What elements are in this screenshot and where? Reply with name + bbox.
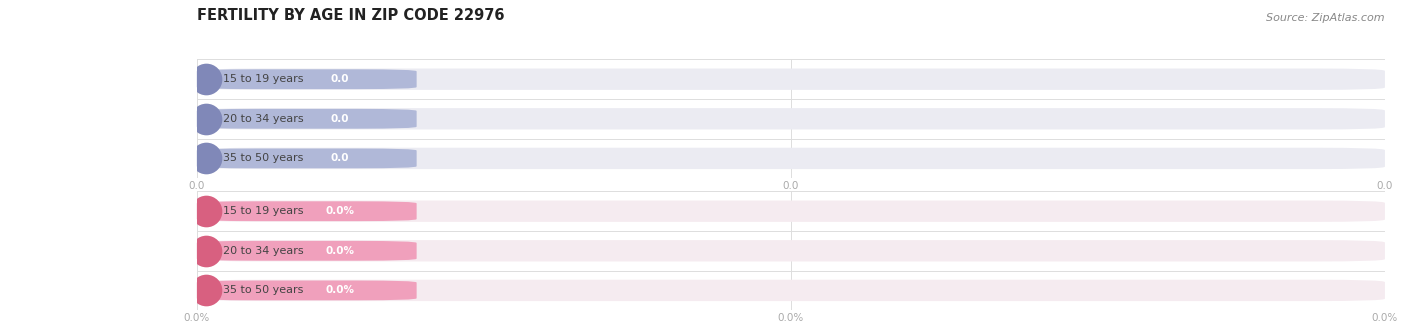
Point bbox=[195, 156, 218, 161]
FancyBboxPatch shape bbox=[197, 240, 1385, 261]
Point bbox=[195, 288, 218, 293]
FancyBboxPatch shape bbox=[197, 280, 416, 300]
Text: 15 to 19 years: 15 to 19 years bbox=[224, 206, 304, 216]
FancyBboxPatch shape bbox=[197, 108, 1385, 129]
FancyBboxPatch shape bbox=[197, 148, 1385, 169]
FancyBboxPatch shape bbox=[197, 280, 1385, 301]
Point bbox=[195, 116, 218, 121]
FancyBboxPatch shape bbox=[197, 201, 1385, 222]
Text: 20 to 34 years: 20 to 34 years bbox=[224, 246, 304, 256]
FancyBboxPatch shape bbox=[197, 109, 416, 129]
FancyBboxPatch shape bbox=[197, 69, 416, 89]
Point bbox=[195, 209, 218, 214]
Point bbox=[195, 248, 218, 253]
Text: 0.0%: 0.0% bbox=[325, 206, 354, 216]
Text: Source: ZipAtlas.com: Source: ZipAtlas.com bbox=[1267, 13, 1385, 23]
Text: 0.0%: 0.0% bbox=[325, 246, 354, 256]
FancyBboxPatch shape bbox=[197, 201, 416, 221]
Text: 0.0%: 0.0% bbox=[325, 285, 354, 295]
Text: FERTILITY BY AGE IN ZIP CODE 22976: FERTILITY BY AGE IN ZIP CODE 22976 bbox=[197, 8, 505, 23]
Text: 0.0: 0.0 bbox=[330, 153, 349, 163]
Text: 0.0: 0.0 bbox=[330, 114, 349, 124]
Text: 15 to 19 years: 15 to 19 years bbox=[224, 74, 304, 84]
Text: 0.0: 0.0 bbox=[330, 74, 349, 84]
FancyBboxPatch shape bbox=[197, 148, 416, 168]
Text: 35 to 50 years: 35 to 50 years bbox=[224, 153, 304, 163]
FancyBboxPatch shape bbox=[197, 241, 416, 261]
Text: 35 to 50 years: 35 to 50 years bbox=[224, 285, 304, 295]
Point bbox=[195, 77, 218, 82]
FancyBboxPatch shape bbox=[197, 69, 1385, 90]
Text: 20 to 34 years: 20 to 34 years bbox=[224, 114, 304, 124]
